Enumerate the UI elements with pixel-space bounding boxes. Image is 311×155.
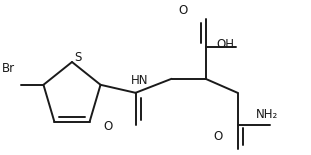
Text: Br: Br — [2, 62, 15, 75]
Text: HN: HN — [131, 73, 148, 86]
Text: OH: OH — [216, 38, 234, 51]
Text: NH₂: NH₂ — [256, 108, 278, 122]
Text: O: O — [213, 130, 223, 143]
Text: S: S — [74, 51, 82, 64]
Text: O: O — [103, 120, 113, 133]
Text: O: O — [179, 4, 188, 17]
